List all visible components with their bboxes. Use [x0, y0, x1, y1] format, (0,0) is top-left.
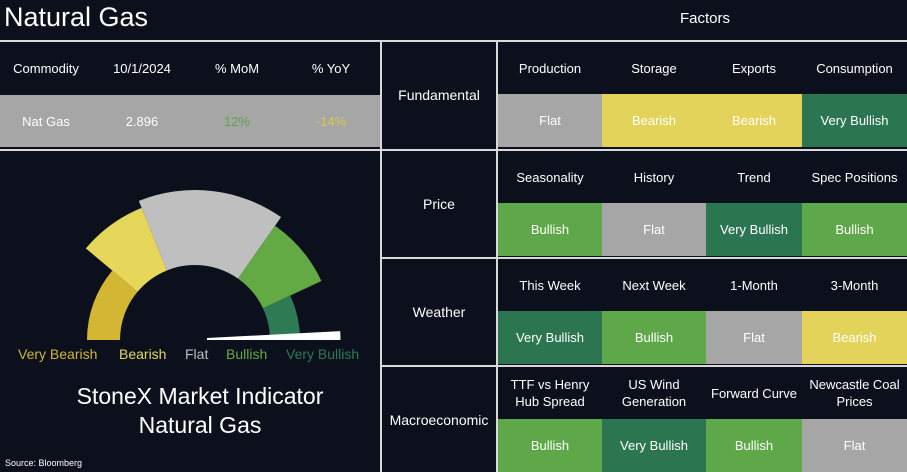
market-indicator-gauge	[85, 190, 341, 340]
factor-value-newcastle-coal-prices: Flat	[802, 419, 907, 472]
factor-value-exports: Bearish	[706, 94, 802, 147]
factor-value-3-month: Bearish	[802, 311, 907, 364]
factor-group-macroeconomic: Macroeconomic	[389, 411, 489, 428]
source-note: Source: Bloomberg	[5, 458, 83, 468]
factor-name-newcastle-coal-prices: Newcastle Coal Prices	[809, 377, 900, 409]
indicator-title-line2: Natural Gas	[138, 412, 262, 438]
gauge-segment-very-bullish	[262, 295, 300, 340]
factor-value-consumption: Very Bullish	[802, 94, 907, 147]
gauge-needle	[207, 331, 341, 340]
divider	[0, 40, 380, 42]
divider	[382, 149, 907, 151]
divider	[382, 40, 907, 42]
factor-name-1-month: 1-Month	[730, 277, 778, 293]
header-mom: % MoM	[214, 60, 260, 76]
factor-value-ttf-vs-henry-hub-spread: Bullish	[498, 419, 602, 472]
page-title: Natural Gas	[4, 2, 149, 32]
factor-name-3-month: 3-Month	[830, 277, 879, 293]
legend-very-bearish: Very Bearish	[18, 346, 98, 362]
legend-very-bullish: Very Bullish	[286, 346, 360, 362]
header-yoy: % YoY	[311, 60, 351, 76]
factor-value-1-month: Flat	[706, 311, 802, 364]
factor-name-ttf-vs-henry-hub-spread: TTF vs Henry Hub Spread	[510, 377, 590, 409]
factor-value-next-week: Bullish	[602, 311, 706, 364]
factor-value-this-week: Very Bullish	[498, 311, 602, 364]
legend-flat: Flat	[185, 346, 209, 362]
factor-name-seasonality: Seasonality	[516, 169, 584, 185]
factor-value-seasonality: Bullish	[498, 203, 602, 256]
factor-value-history: Flat	[602, 203, 706, 256]
commodity-mom: 12%	[223, 113, 251, 129]
factor-name-spec-positions: Spec Positions	[811, 169, 898, 185]
factor-name-consumption: Consumption	[816, 60, 893, 76]
commodity-yoy: -14%	[315, 113, 347, 129]
indicator-title-line1: StoneX Market Indicator	[76, 383, 324, 409]
factor-name-us-wind-generation: US Wind Generation	[621, 377, 687, 409]
divider	[382, 365, 907, 367]
factor-value-trend: Very Bullish	[706, 203, 802, 256]
factor-group-price: Price	[423, 195, 455, 212]
gauge-legend: Very Bearish Bearish Flat Bullish Very B…	[0, 346, 380, 366]
gauge-segment-very-bearish	[87, 270, 138, 340]
factor-value-storage: Bearish	[602, 94, 706, 147]
factor-value-production: Flat	[498, 94, 602, 147]
header-commodity: Commodity	[13, 60, 79, 76]
factor-value-spec-positions: Bullish	[802, 203, 907, 256]
gauge-segment-flat	[138, 190, 282, 279]
factor-group-fundamental: Fundamental	[398, 86, 480, 103]
factor-name-forward-curve: Forward Curve	[711, 385, 797, 401]
factor-name-next-week: Next Week	[622, 277, 686, 293]
commodity-price: 2.896	[125, 113, 159, 129]
indicator-title: StoneX Market Indicator Natural Gas	[10, 382, 390, 440]
factor-name-exports: Exports	[731, 60, 777, 76]
factor-name-trend: Trend	[737, 169, 771, 185]
factor-value-forward-curve: Bullish	[706, 419, 802, 472]
commodity-name: Nat Gas	[22, 113, 70, 129]
factor-name-history: History	[633, 169, 675, 185]
table-row	[0, 95, 380, 147]
gauge-segment-bullish	[238, 225, 322, 309]
gauge-segment-bearish	[85, 207, 167, 292]
factors-title: Factors	[679, 10, 730, 27]
legend-bearish: Bearish	[119, 346, 167, 362]
factor-group-weather: Weather	[412, 303, 466, 320]
factor-name-storage: Storage	[631, 60, 677, 76]
factor-name-production: Production	[518, 60, 582, 76]
header-date: 10/1/2024	[113, 60, 171, 76]
legend-bullish: Bullish	[226, 346, 268, 362]
divider	[0, 149, 380, 151]
divider	[380, 40, 382, 472]
divider	[382, 257, 907, 259]
divider	[496, 40, 498, 472]
factor-name-this-week: This Week	[519, 277, 581, 293]
factor-value-us-wind-generation: Very Bullish	[602, 419, 706, 472]
